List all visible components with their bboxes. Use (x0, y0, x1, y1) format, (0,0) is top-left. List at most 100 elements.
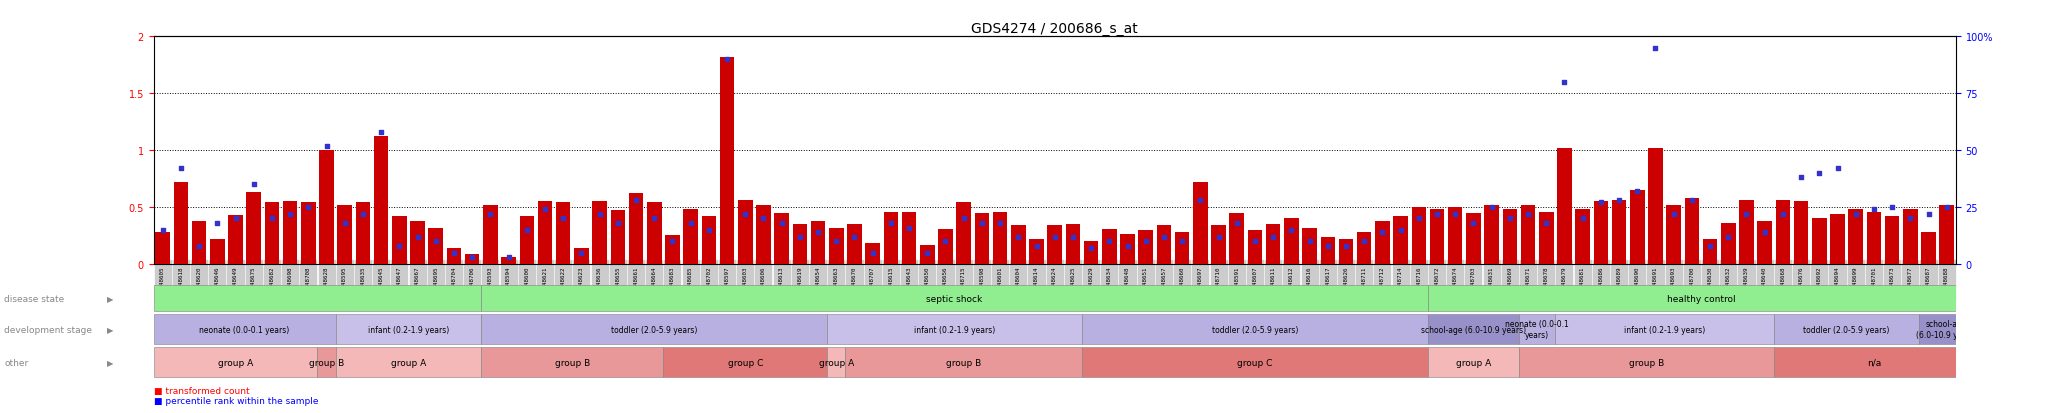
Point (1128, 238, 1161, 245)
Point (1311, 243, 1343, 249)
Bar (1047, 225, 1063, 264)
Point (674, 220, 707, 227)
Text: neonate (0.0-0.1 years): neonate (0.0-0.1 years) (199, 325, 289, 334)
Point (602, 220, 635, 227)
Bar (664, 347, 827, 377)
Point (219, 216, 252, 222)
Bar (827, 315, 1081, 344)
Point (510, 227, 543, 234)
Bar (1774, 347, 1974, 377)
Text: group A: group A (819, 358, 854, 367)
Bar (1466, 213, 1481, 264)
Bar (1229, 213, 1243, 264)
Bar (1321, 237, 1335, 264)
Point (1239, 238, 1272, 245)
Bar (1849, 210, 1864, 264)
Bar (481, 315, 827, 344)
Text: neonate (0.0-0.1
years): neonate (0.0-0.1 years) (1505, 320, 1569, 339)
Point (256, 216, 289, 222)
Bar (211, 240, 225, 264)
Bar (1866, 212, 1882, 264)
Bar (993, 212, 1008, 264)
Bar (317, 347, 336, 377)
Point (930, 238, 963, 245)
Point (584, 211, 616, 218)
Bar (264, 203, 279, 264)
Text: septic shock: septic shock (926, 294, 983, 303)
Bar (829, 228, 844, 264)
Point (1530, 220, 1563, 227)
Bar (1339, 240, 1354, 264)
Bar (592, 202, 606, 264)
Bar (1430, 210, 1444, 264)
Point (328, 220, 360, 227)
Point (201, 220, 233, 227)
Point (346, 211, 379, 218)
Bar (1083, 242, 1098, 264)
Bar (774, 213, 788, 264)
Bar (193, 221, 207, 264)
Bar (154, 285, 481, 311)
Point (420, 238, 453, 245)
Bar (629, 194, 643, 264)
Point (893, 225, 926, 231)
Point (1403, 216, 1436, 222)
Bar (156, 233, 170, 264)
Text: group B: group B (946, 358, 981, 367)
Bar (301, 203, 315, 264)
Point (874, 220, 907, 227)
Point (164, 166, 197, 172)
Bar (1884, 216, 1898, 264)
Bar (573, 249, 588, 264)
Bar (1503, 210, 1518, 264)
Text: healthy control: healthy control (1667, 294, 1735, 303)
Bar (1448, 207, 1462, 264)
Bar (1427, 315, 1520, 344)
Point (1094, 238, 1126, 245)
Point (1694, 243, 1726, 249)
Text: infant (0.2-1.9 years): infant (0.2-1.9 years) (913, 325, 995, 334)
Bar (1538, 212, 1554, 264)
Point (1876, 204, 1909, 211)
Bar (1266, 225, 1280, 264)
Bar (1649, 148, 1663, 264)
Text: group A: group A (391, 358, 426, 367)
Bar (883, 212, 899, 264)
Bar (1065, 225, 1079, 264)
Point (1292, 238, 1325, 245)
Point (692, 227, 725, 234)
Bar (1667, 205, 1681, 264)
Bar (555, 203, 571, 264)
Bar (1903, 210, 1917, 264)
Text: school-age (6.0-10.9 years): school-age (6.0-10.9 years) (1421, 325, 1526, 334)
Bar (1210, 225, 1227, 264)
Point (819, 238, 852, 245)
Text: school-age
(6.0-10.9 years): school-age (6.0-10.9 years) (1917, 320, 1978, 339)
Bar (1284, 219, 1298, 264)
Point (1329, 243, 1362, 249)
Text: group B: group B (309, 358, 344, 367)
Bar (647, 203, 662, 264)
Bar (1176, 233, 1190, 264)
Bar (684, 210, 698, 264)
Point (1348, 238, 1380, 245)
Bar (391, 216, 408, 264)
Point (1511, 211, 1544, 218)
Text: other: other (4, 358, 29, 367)
Bar (446, 249, 461, 264)
Bar (1593, 202, 1608, 264)
Point (784, 234, 817, 240)
Point (182, 243, 215, 249)
Point (1620, 188, 1653, 195)
Point (1767, 211, 1800, 218)
Bar (1411, 207, 1425, 264)
Text: n/a: n/a (1868, 358, 1880, 367)
Point (1475, 204, 1507, 211)
Bar (428, 228, 442, 264)
Point (711, 57, 743, 63)
Bar (1630, 190, 1645, 264)
Bar (1102, 229, 1116, 264)
Point (1456, 220, 1489, 227)
Bar (702, 216, 717, 264)
Bar (1702, 240, 1718, 264)
